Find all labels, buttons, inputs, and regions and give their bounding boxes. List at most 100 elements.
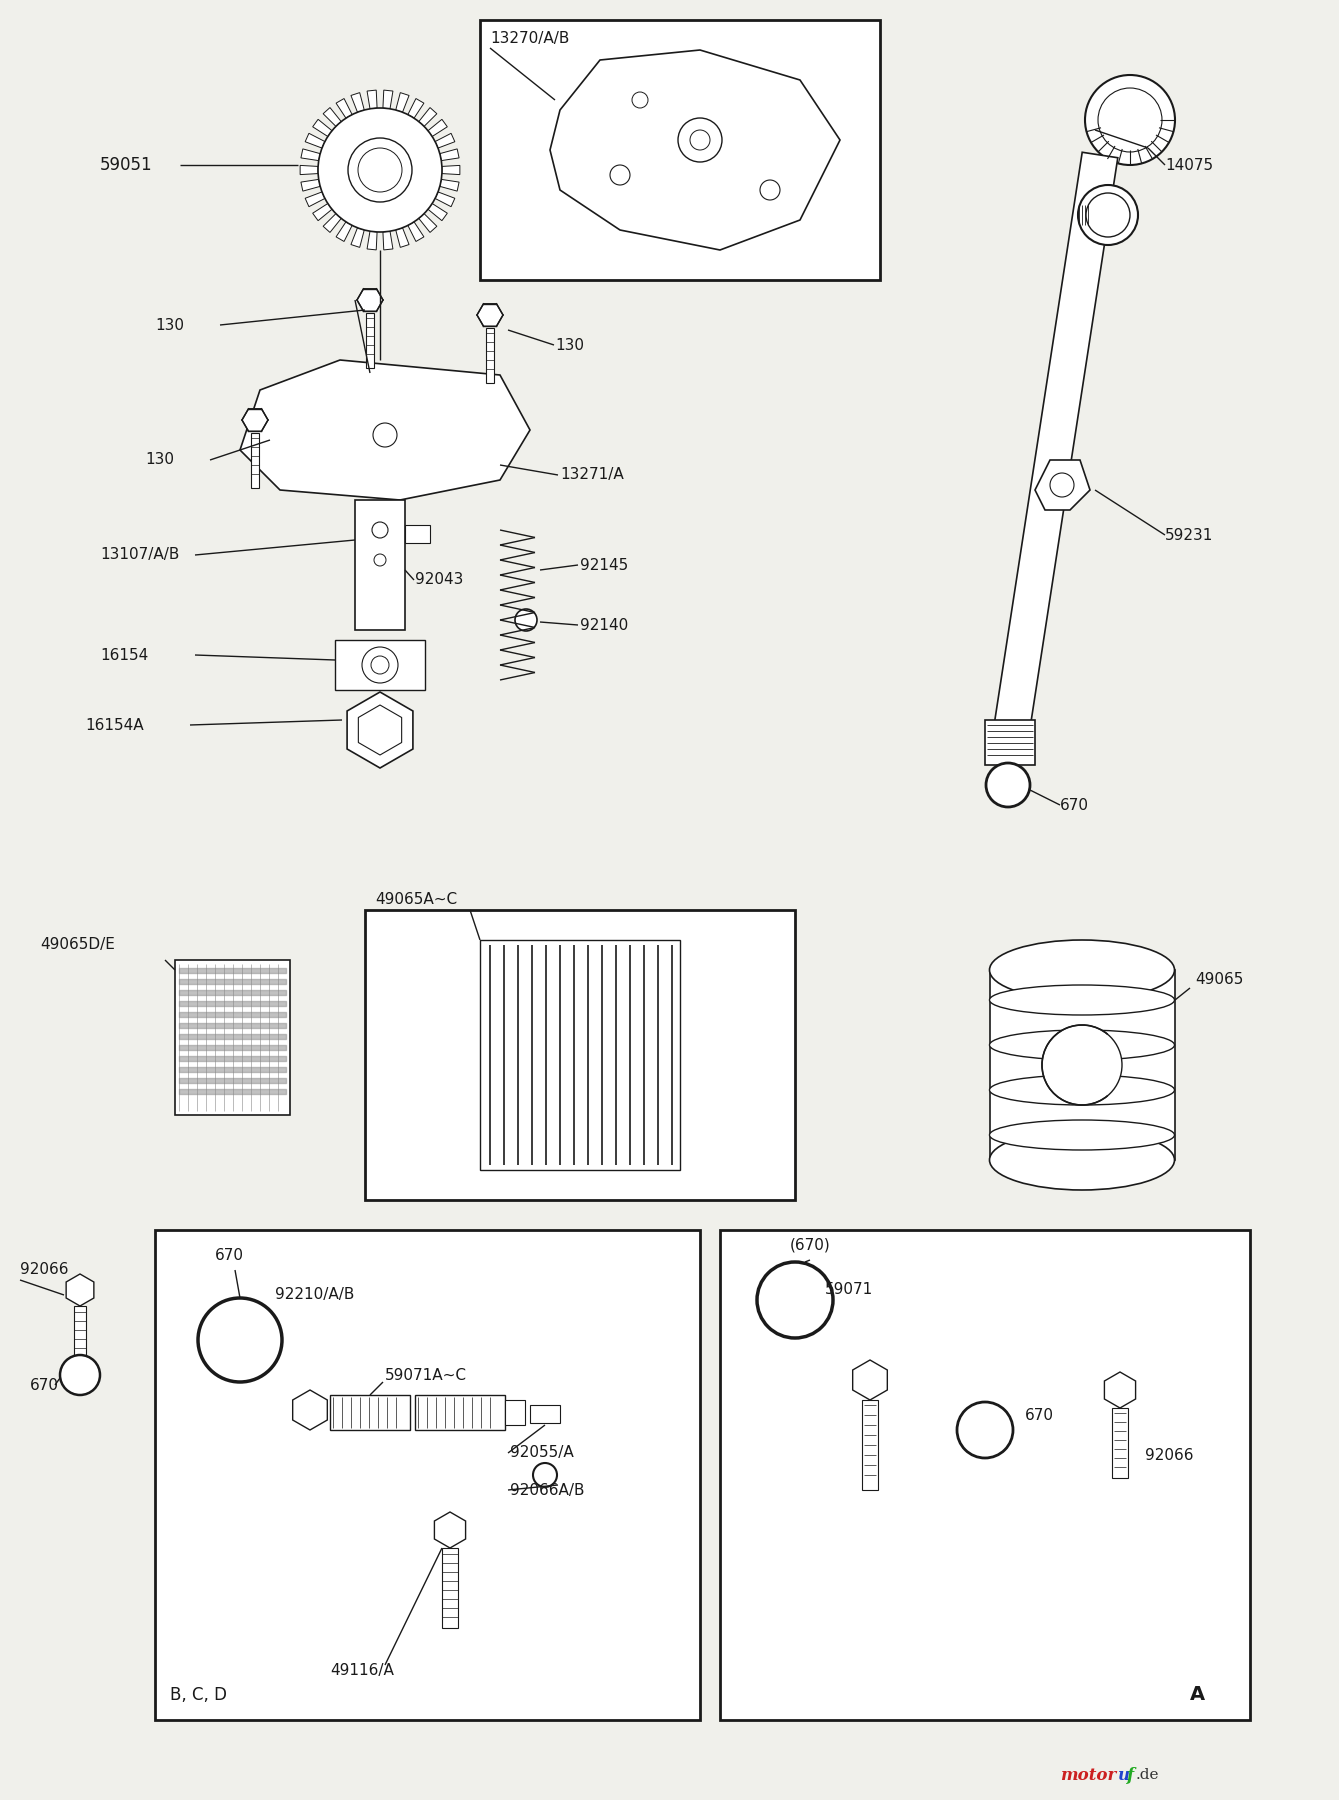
Text: 130: 130 [155, 317, 183, 333]
Polygon shape [990, 970, 1176, 1159]
Polygon shape [477, 304, 503, 326]
Polygon shape [336, 221, 352, 241]
Circle shape [632, 92, 648, 108]
Circle shape [362, 646, 398, 682]
Text: 49065A~C: 49065A~C [375, 893, 457, 907]
Text: 92055/A: 92055/A [510, 1445, 573, 1460]
Ellipse shape [990, 1030, 1174, 1060]
Bar [366, 313, 374, 367]
Polygon shape [301, 149, 320, 160]
Polygon shape [419, 108, 437, 126]
Text: 92140: 92140 [580, 617, 628, 632]
Text: 92066A/B: 92066A/B [510, 1483, 585, 1498]
Polygon shape [428, 203, 447, 221]
Text: 670: 670 [1060, 797, 1089, 812]
Text: 59071A~C: 59071A~C [386, 1368, 467, 1382]
Polygon shape [336, 99, 352, 119]
Circle shape [348, 139, 412, 202]
Bar [442, 1548, 458, 1627]
Polygon shape [351, 92, 364, 112]
Text: 92066: 92066 [1145, 1447, 1193, 1462]
Circle shape [757, 1262, 833, 1337]
Bar [329, 1395, 410, 1429]
Bar [415, 1395, 505, 1429]
Polygon shape [367, 90, 378, 108]
Circle shape [60, 1355, 100, 1395]
Text: 92066: 92066 [20, 1262, 68, 1278]
Polygon shape [408, 221, 424, 241]
Circle shape [611, 166, 631, 185]
Bar [530, 1406, 560, 1424]
Polygon shape [396, 229, 408, 247]
Text: 670: 670 [1024, 1408, 1054, 1422]
Text: 49065D/E: 49065D/E [40, 938, 115, 952]
Circle shape [1050, 473, 1074, 497]
Text: 59231: 59231 [1165, 527, 1213, 542]
Ellipse shape [1042, 1024, 1122, 1105]
Polygon shape [428, 119, 447, 137]
Text: 92043: 92043 [415, 572, 463, 587]
Circle shape [372, 522, 388, 538]
Polygon shape [300, 166, 319, 175]
Text: 16154A: 16154A [84, 718, 143, 733]
Circle shape [986, 763, 1030, 806]
Text: 670: 670 [29, 1377, 59, 1393]
Circle shape [358, 148, 402, 193]
Polygon shape [853, 1361, 888, 1400]
Polygon shape [396, 92, 408, 112]
Circle shape [516, 608, 537, 632]
Circle shape [1086, 193, 1130, 238]
Bar [250, 434, 258, 488]
Text: f: f [1127, 1766, 1134, 1784]
Polygon shape [439, 149, 459, 160]
Text: .de: .de [1135, 1768, 1160, 1782]
Text: 130: 130 [145, 452, 174, 468]
Polygon shape [992, 153, 1118, 743]
Polygon shape [1105, 1372, 1135, 1408]
Bar [1111, 1408, 1127, 1478]
Polygon shape [383, 90, 392, 108]
Polygon shape [347, 691, 412, 769]
Polygon shape [550, 50, 840, 250]
Text: 92145: 92145 [580, 558, 628, 572]
Polygon shape [323, 214, 341, 232]
Circle shape [1085, 76, 1176, 166]
Polygon shape [313, 119, 332, 137]
Text: 130: 130 [554, 338, 584, 353]
Polygon shape [442, 166, 459, 175]
Text: 13107/A/B: 13107/A/B [100, 547, 179, 562]
Polygon shape [351, 229, 364, 247]
Text: u: u [1118, 1766, 1130, 1784]
Polygon shape [383, 230, 392, 250]
Bar [74, 1307, 86, 1355]
Text: 49116/A: 49116/A [329, 1663, 394, 1678]
Ellipse shape [990, 1120, 1174, 1150]
Bar [479, 940, 680, 1170]
Bar [479, 20, 880, 281]
Polygon shape [434, 1512, 466, 1548]
Circle shape [1098, 88, 1162, 151]
Circle shape [1078, 185, 1138, 245]
Ellipse shape [990, 985, 1174, 1015]
Ellipse shape [990, 1075, 1174, 1105]
Circle shape [678, 119, 722, 162]
Bar [155, 1229, 700, 1721]
Polygon shape [313, 203, 332, 221]
Circle shape [317, 108, 442, 232]
Circle shape [690, 130, 710, 149]
Circle shape [761, 180, 781, 200]
Bar [366, 911, 795, 1201]
Polygon shape [1035, 461, 1090, 509]
Bar [335, 641, 424, 689]
Text: 49065: 49065 [1194, 972, 1244, 988]
Text: 13270/A/B: 13270/A/B [490, 31, 569, 45]
Text: 59071: 59071 [825, 1282, 873, 1298]
Circle shape [374, 423, 396, 446]
Text: motor: motor [1060, 1766, 1117, 1784]
Circle shape [366, 157, 394, 184]
Polygon shape [323, 108, 341, 126]
Text: 59051: 59051 [100, 157, 153, 175]
Text: B, C, D: B, C, D [170, 1687, 228, 1705]
Polygon shape [439, 180, 459, 191]
Polygon shape [66, 1274, 94, 1307]
